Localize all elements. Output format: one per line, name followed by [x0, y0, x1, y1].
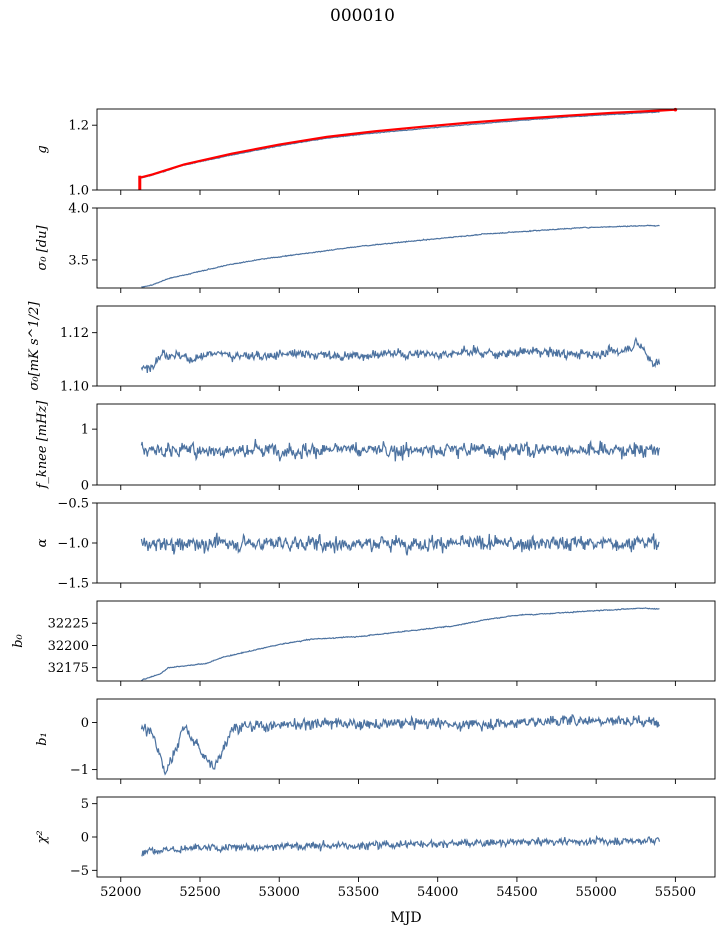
y-tick-label: 32175	[48, 661, 89, 676]
series-line-1-1	[141, 111, 660, 179]
axes-frame-6	[96, 600, 716, 682]
y-tick-label: 0	[81, 716, 89, 731]
panel-5: −1.5 −1.0 −0.5 α	[35, 497, 716, 592]
y-tick-label: 1.12	[60, 326, 89, 341]
y-tick-label: 1.10	[60, 380, 89, 395]
y-tick-label: 4.0	[68, 202, 89, 217]
panel-7: −1 0 b₁	[35, 698, 716, 784]
y-axis-label-3: σ₀[mK s^1/2]	[27, 301, 42, 391]
x-tick-label: 52500	[179, 885, 220, 900]
x-tick-label: 55500	[655, 885, 696, 900]
x-tick-label: 52000	[100, 885, 141, 900]
axes-frame-3	[96, 305, 716, 387]
y-tick-label: −1.5	[57, 577, 89, 592]
series-line-5-1	[140, 532, 660, 556]
series-line-4-1	[140, 438, 661, 462]
y-axis-label-5: α	[35, 538, 50, 547]
panel-3: 1.10 1.12 σ₀[mK s^1/2]	[27, 301, 716, 395]
figure-title: 000010	[330, 6, 395, 26]
panel-2: 3.5 4.0 σ₀ [du]	[35, 202, 716, 293]
y-tick-label: 1	[81, 423, 89, 438]
y-tick-label: −1.0	[57, 537, 89, 552]
y-tick-label: 32225	[48, 617, 89, 632]
y-axis-label-7: b₁	[35, 732, 50, 746]
panel-8: −5 0 5 52000 52500 53000 53500 54000 54500 55000 5…	[35, 796, 716, 900]
y-axis-label-8: χ²	[35, 830, 50, 844]
y-tick-label: −1	[70, 763, 89, 778]
axes-frame-4	[96, 403, 716, 486]
x-tick-label: 54000	[417, 885, 458, 900]
y-tick-label: −5	[70, 864, 89, 879]
y-tick-label: 3.5	[68, 253, 89, 268]
x-tick-label: 55000	[575, 885, 616, 900]
series-line-3-1	[140, 336, 661, 373]
overlay-end-marker	[673, 107, 678, 112]
axes-frame-2	[96, 207, 716, 289]
y-tick-label: 1.0	[68, 184, 89, 199]
y-axis-label-6: b₀	[11, 633, 26, 647]
x-tick-label: 54500	[496, 885, 537, 900]
overlay-line	[139, 109, 676, 179]
panel-4: 0 1 f_knee [mHz]	[35, 400, 716, 494]
series-line-7-1	[140, 714, 661, 776]
series-line-8-1	[141, 834, 661, 857]
y-tick-label: 5	[81, 797, 89, 812]
axes-frame-8	[96, 796, 716, 878]
y-tick-label: 32200	[48, 639, 89, 654]
panel-6: 32175 32200 32225 b₀	[11, 600, 716, 686]
y-axis-label-1: g	[35, 145, 50, 153]
series-line-2-1	[141, 224, 660, 288]
y-tick-label: 0	[81, 479, 89, 494]
y-tick-label: 0	[81, 831, 89, 846]
axes-frame-1	[96, 108, 716, 191]
axes-frame-7	[96, 698, 716, 780]
y-axis-label-4: f_knee [mHz]	[35, 400, 50, 490]
x-axis-label: MJD	[390, 910, 421, 926]
panel-1: 1.0 1.2 g	[35, 107, 716, 199]
x-tick-label: 53000	[259, 885, 300, 900]
y-tick-label: 1.2	[68, 119, 89, 134]
x-tick-label: 53500	[338, 885, 379, 900]
series-line-6-1	[141, 607, 660, 681]
y-axis-label-2: σ₀ [du]	[35, 225, 50, 271]
y-tick-label: −0.5	[57, 497, 89, 512]
